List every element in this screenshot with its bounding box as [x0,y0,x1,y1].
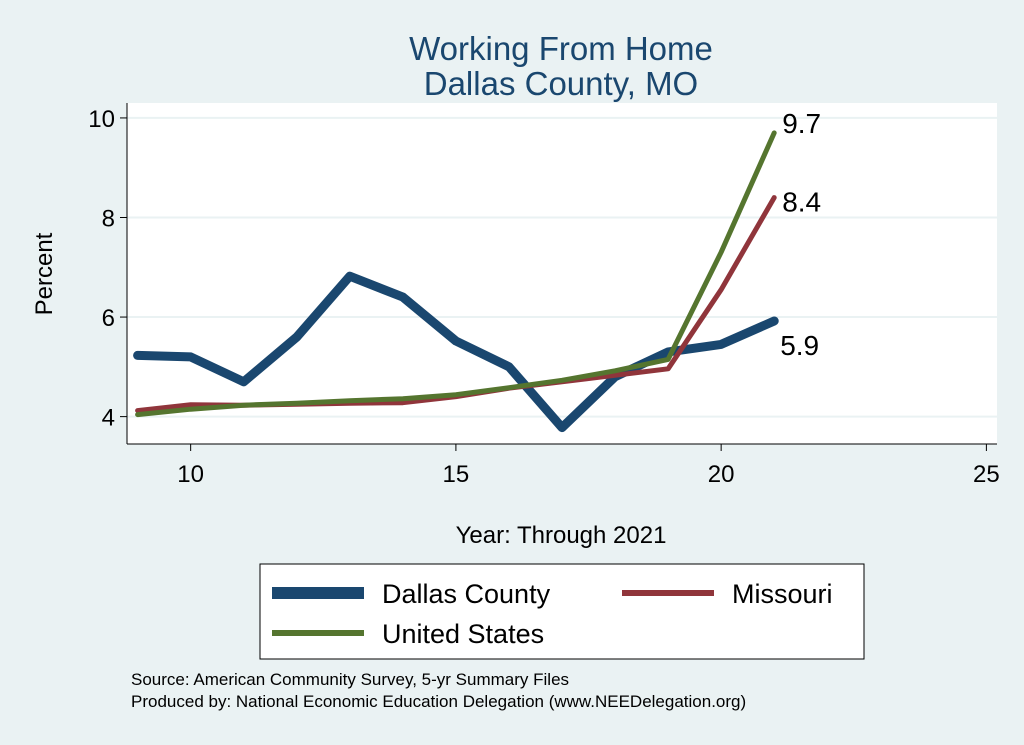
chart-title-line-1: Working From Home [409,30,713,67]
x-tick-label: 20 [708,461,735,488]
series-line-united-states [135,130,777,418]
legend-box [259,563,865,660]
x-tick-label: 15 [443,461,470,488]
gridlines [127,116,997,418]
end-label-united-states: 9.7 [782,108,821,139]
series-lines [133,130,779,433]
source-note: Source: American Community Survey, 5-yr … [131,670,569,689]
legend-label-dallas-county: Dallas County [382,579,551,609]
axes: 4 6 8 10 10 15 20 25 [88,103,1000,488]
x-tick-label: 25 [973,461,1000,488]
y-tick-label: 8 [102,205,115,232]
y-axis-label: Percent [31,232,58,315]
legend: Dallas County Missouri United States [259,563,865,660]
x-tick-label: 10 [177,461,204,488]
end-label-dallas-county: 5.9 [780,330,819,361]
legend-label-missouri: Missouri [732,579,833,609]
y-tick-label: 10 [88,106,115,133]
series-line-dallas-county [133,271,779,433]
end-labels: 5.9 8.4 9.7 [780,108,821,361]
y-tick-label: 6 [102,305,115,332]
legend-label-united-states: United States [382,619,544,649]
plot-area [127,103,997,444]
producer-note: Produced by: National Economic Education… [131,692,746,711]
chart-title-line-2: Dallas County, MO [424,65,698,102]
y-tick-label: 4 [102,405,115,432]
x-axis-label: Year: Through 2021 [456,522,667,549]
end-label-missouri: 8.4 [782,187,821,218]
